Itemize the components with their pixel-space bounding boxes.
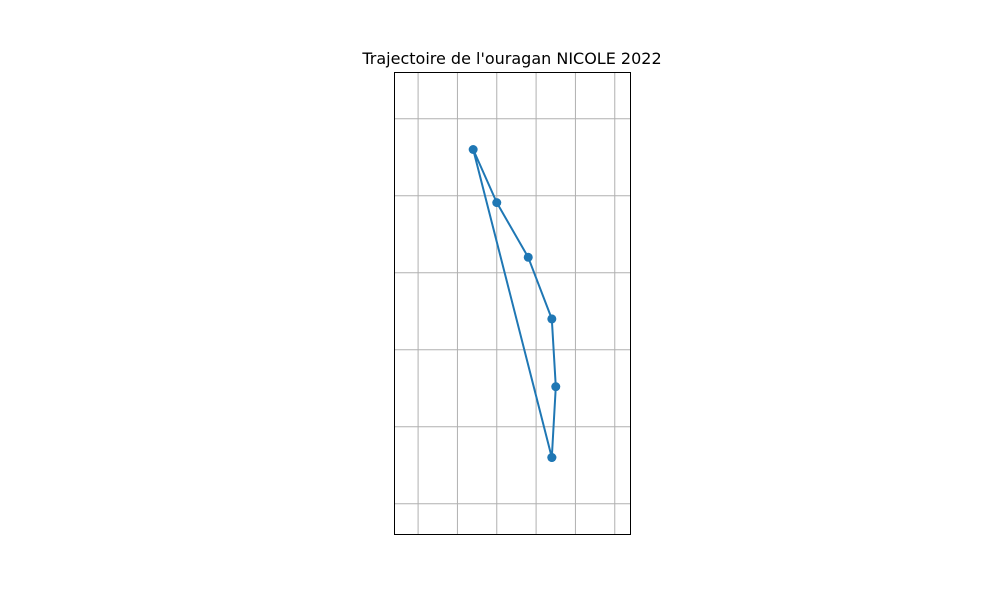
track-point — [547, 453, 557, 462]
track-point — [468, 145, 478, 154]
track-point — [551, 382, 561, 392]
gridlines — [394, 72, 631, 535]
track-point — [492, 198, 502, 208]
plot-frame — [394, 72, 631, 535]
track-point — [523, 252, 533, 262]
track-series — [468, 145, 561, 462]
track-point — [547, 314, 557, 324]
chart-title: Trajectoire de l'ouragan NICOLE 2022 — [361, 49, 661, 68]
